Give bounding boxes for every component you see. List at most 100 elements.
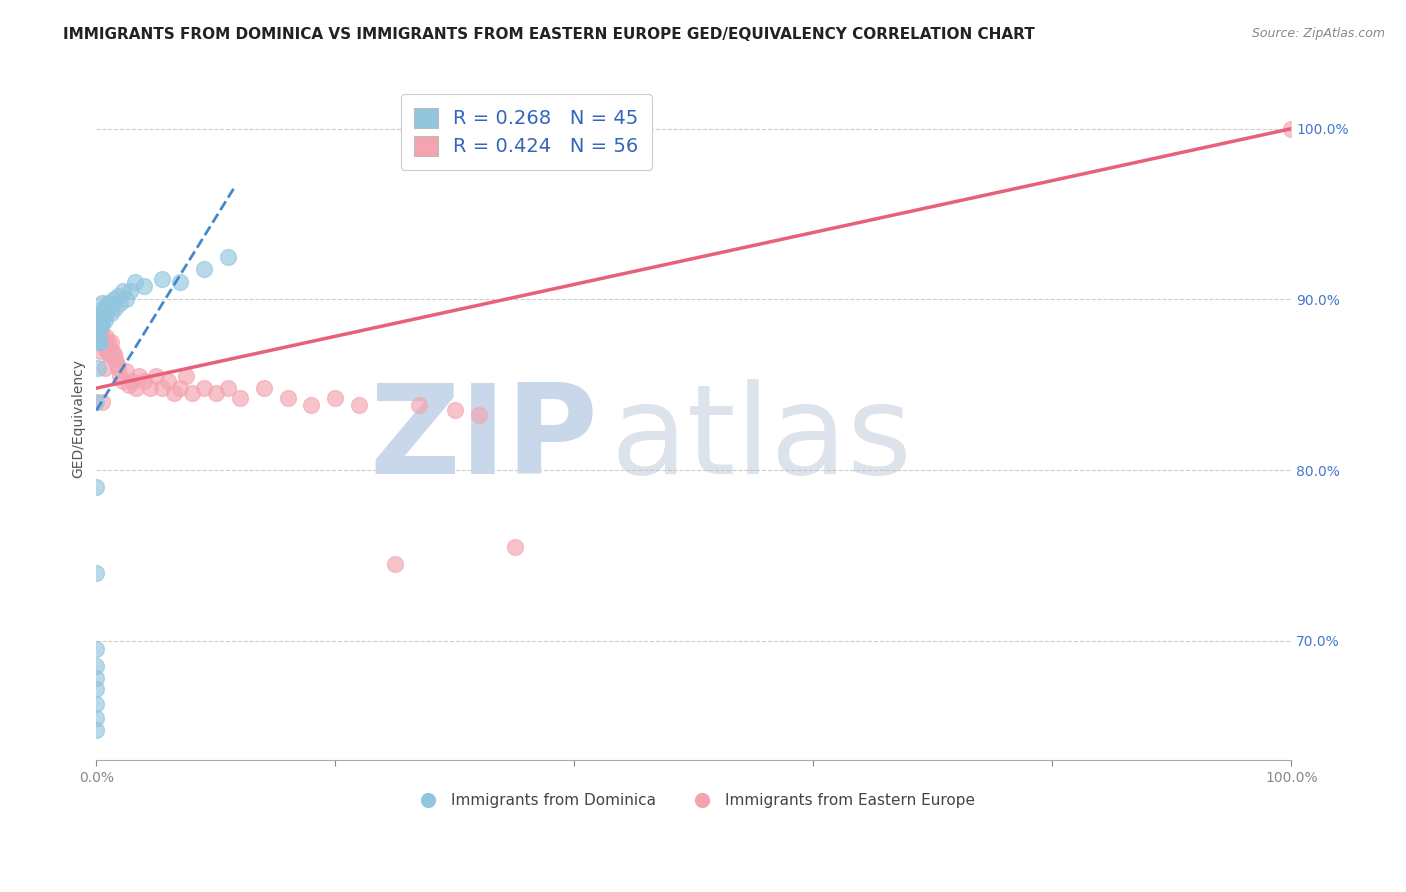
Point [1279, 121, 1302, 136]
Point [91, 295, 114, 310]
Point [86, 642, 108, 657]
Point [94, 330, 117, 344]
Point [163, 386, 186, 401]
Text: atlas: atlas [610, 379, 912, 500]
Point [86, 566, 108, 580]
Point [111, 284, 134, 298]
Point [117, 377, 139, 392]
Text: IMMIGRANTS FROM DOMINICA VS IMMIGRANTS FROM EASTERN EUROPE GED/EQUIVALENCY CORRE: IMMIGRANTS FROM DOMINICA VS IMMIGRANTS F… [63, 27, 1035, 42]
Point [193, 261, 215, 276]
Point [91, 306, 114, 320]
Point [277, 392, 299, 406]
Point [86, 659, 108, 673]
Text: Source: ZipAtlas.com: Source: ZipAtlas.com [1251, 27, 1385, 40]
Point [90, 326, 112, 341]
Point [89, 343, 111, 358]
Point [93, 334, 115, 349]
Point [98, 347, 121, 361]
Point [105, 357, 128, 371]
Point [93, 301, 115, 315]
Point [86, 672, 108, 686]
Point [111, 375, 134, 389]
Point [87, 310, 110, 324]
Point [97, 295, 120, 310]
Point [89, 334, 111, 349]
Point [89, 318, 111, 332]
Point [86, 681, 108, 696]
Point [86, 318, 108, 332]
Point [205, 386, 228, 401]
Point [89, 318, 111, 332]
Point [150, 272, 173, 286]
Point [503, 540, 526, 554]
Point [86, 711, 108, 725]
Point [128, 369, 150, 384]
Point [97, 343, 120, 358]
Point [91, 394, 114, 409]
Point [86, 723, 108, 737]
Point [86, 394, 108, 409]
Point [408, 398, 430, 412]
Point [134, 375, 156, 389]
Point [87, 323, 110, 337]
Point [110, 295, 132, 310]
Point [115, 364, 138, 378]
Point [93, 310, 115, 324]
Point [86, 323, 108, 337]
Point [118, 284, 141, 298]
Point [229, 392, 252, 406]
Point [100, 334, 122, 349]
Point [110, 369, 132, 384]
Point [104, 352, 127, 367]
Point [86, 697, 108, 711]
Point [134, 278, 156, 293]
Point [90, 313, 112, 327]
Point [86, 334, 108, 349]
Point [253, 381, 276, 395]
Point [125, 381, 148, 395]
Point [193, 381, 215, 395]
Point [145, 369, 167, 384]
Point [93, 313, 115, 327]
Point [87, 330, 110, 344]
Point [93, 360, 115, 375]
Point [91, 318, 114, 332]
Point [90, 306, 112, 320]
Point [86, 326, 108, 341]
Point [169, 276, 191, 290]
Point [157, 375, 180, 389]
Point [107, 360, 129, 375]
Point [103, 293, 125, 307]
Point [349, 398, 371, 412]
Point [444, 403, 467, 417]
Point [124, 276, 146, 290]
Point [301, 398, 323, 412]
Point [93, 301, 115, 315]
Point [93, 340, 115, 354]
Point [96, 301, 118, 315]
Point [86, 360, 108, 375]
Point [91, 330, 114, 344]
Point [101, 343, 124, 358]
Point [150, 381, 173, 395]
Point [384, 557, 406, 571]
Point [104, 301, 127, 315]
Point [94, 306, 117, 320]
Point [169, 381, 191, 395]
Point [87, 310, 110, 324]
Point [115, 293, 138, 307]
Point [100, 306, 122, 320]
Point [86, 480, 108, 494]
Point [103, 347, 125, 361]
Y-axis label: GED/Equivalency: GED/Equivalency [72, 359, 86, 478]
Point [107, 289, 129, 303]
Point [86, 334, 108, 349]
Point [468, 409, 491, 423]
Point [325, 392, 347, 406]
Text: ZIP: ZIP [370, 379, 598, 500]
Point [139, 381, 162, 395]
Point [96, 343, 118, 358]
Point [181, 386, 204, 401]
Point [97, 334, 120, 349]
Point [101, 295, 124, 310]
